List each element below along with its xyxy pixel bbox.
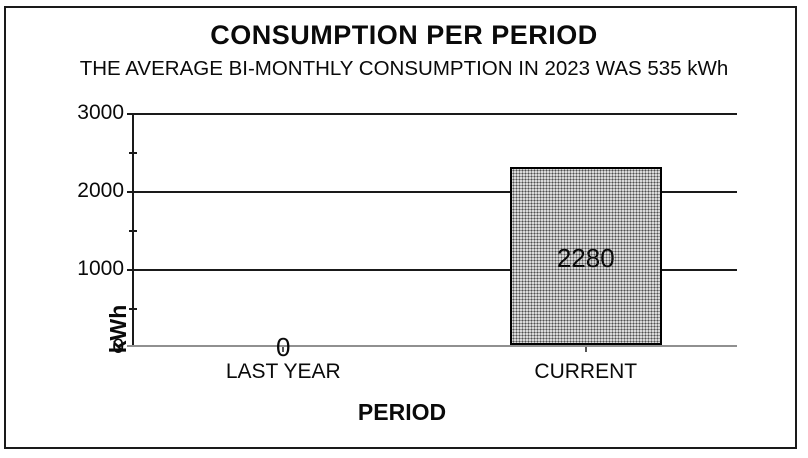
gridline-3000 xyxy=(127,113,737,115)
chart-outer-frame xyxy=(4,6,797,449)
y-tick-label: 2000 xyxy=(77,179,124,202)
bar-current xyxy=(509,167,662,345)
y-minor-tick xyxy=(129,230,137,232)
y-tick-label: 0 xyxy=(112,335,124,358)
x-category-tick xyxy=(584,347,587,352)
x-axis-baseline xyxy=(127,345,737,347)
gridline-1000 xyxy=(127,269,737,271)
y-minor-tick xyxy=(129,152,137,154)
x-category-tick xyxy=(282,347,285,352)
y-axis-title: kWh xyxy=(105,304,131,354)
bar-data-label: 0 xyxy=(276,332,291,362)
gridline-2000 xyxy=(127,191,737,193)
y-tick-label: 3000 xyxy=(77,101,124,124)
plot-area: kWh 0 1000 2000 3000 LAST YEAR 0 CURRENT 2280 xyxy=(77,101,737,383)
chart-subtitle: THE AVERAGE BI-MONTHLY CONSUMPTION IN 20… xyxy=(79,57,729,80)
y-minor-tick xyxy=(129,308,137,310)
bar-data-label: 2280 xyxy=(556,243,615,273)
chart-title: CONSUMPTION PER PERIOD xyxy=(210,20,598,50)
y-tick-label: 1000 xyxy=(77,257,124,280)
x-axis-title: PERIOD xyxy=(357,399,447,425)
x-category-label: LAST YEAR xyxy=(225,360,341,383)
x-category-label: CURRENT xyxy=(534,360,638,383)
